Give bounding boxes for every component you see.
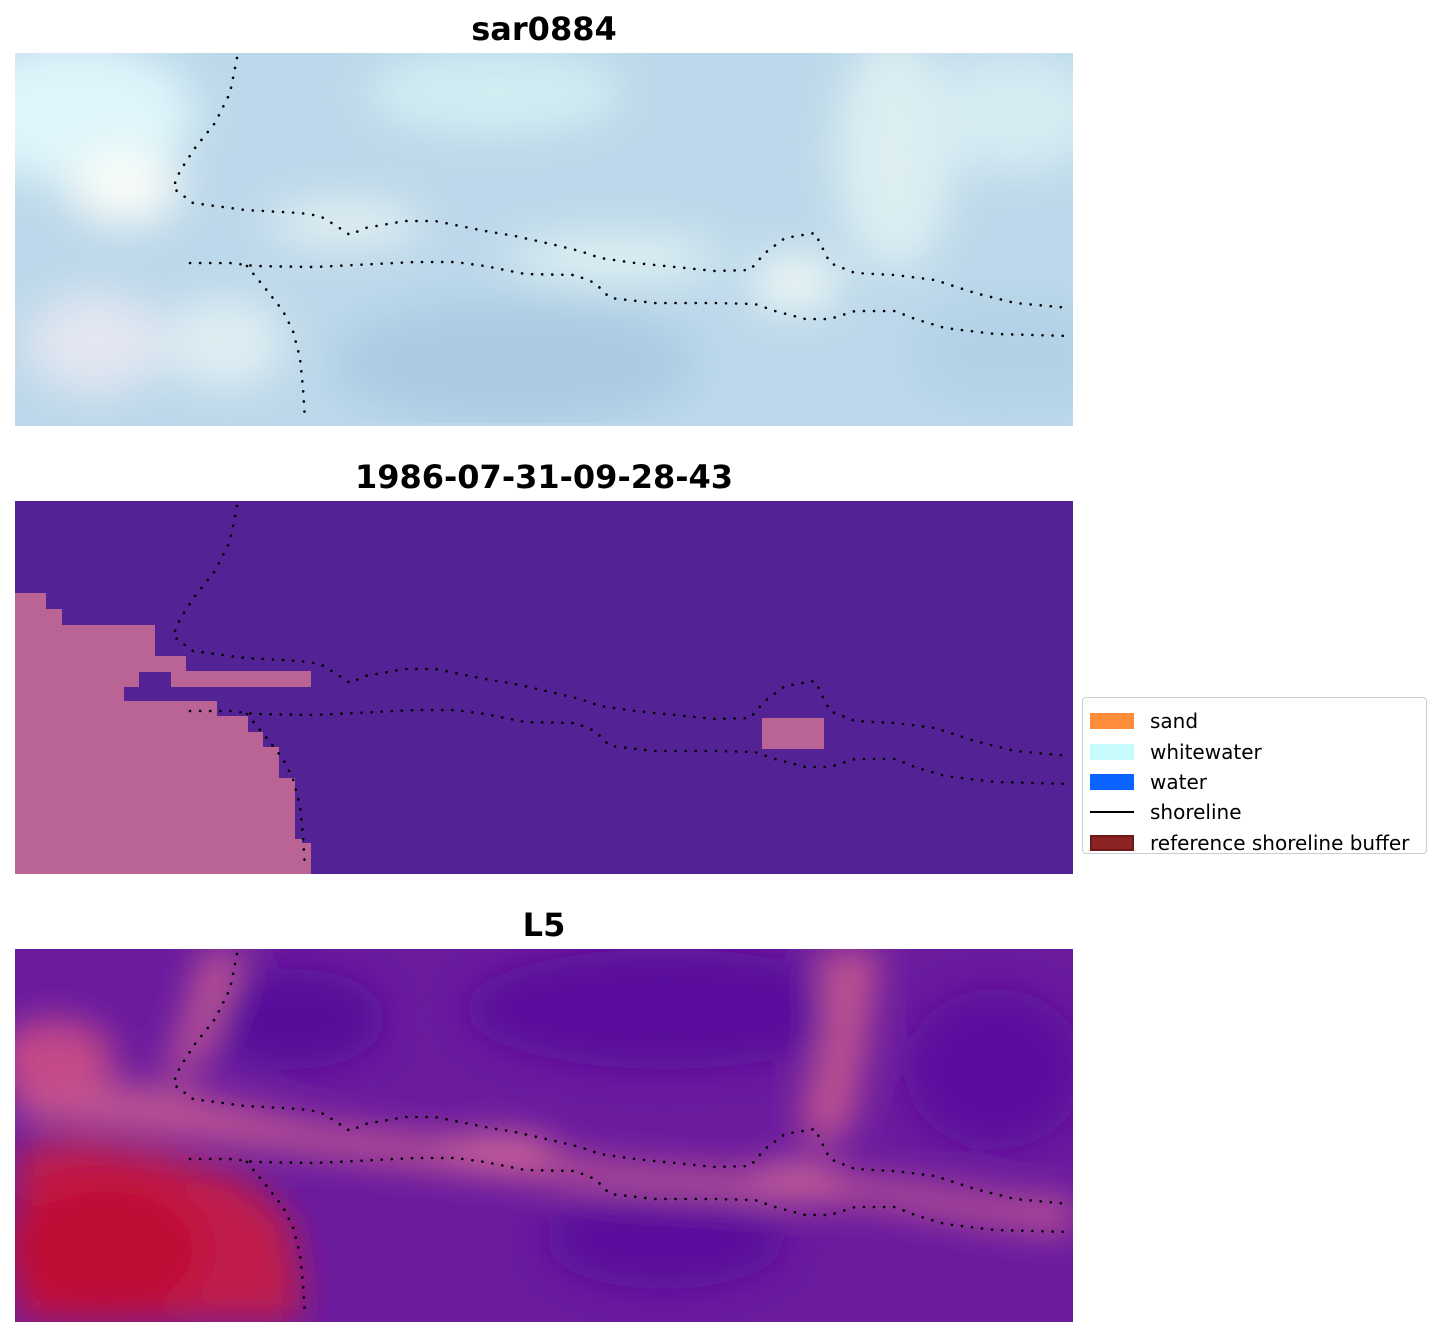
legend-item-sand: sand [1090,706,1426,736]
shoreline-dotted-lines [171,952,1072,1319]
legend-swatch-water [1090,773,1134,790]
legend-label-shoreline: shoreline [1150,800,1242,825]
legend: sand whitewater water shoreline referenc… [1082,697,1427,855]
panel-title-date: 1986-07-31-09-28-43 [354,458,734,496]
legend-label-water: water [1150,769,1207,794]
shoreline-dotted-lines [171,504,1072,871]
legend-item-shoreline: shoreline [1090,797,1426,827]
legend-label-whitewater: whitewater [1150,739,1262,764]
legend-label-sand: sand [1150,709,1199,734]
sar-image-panel [15,53,1073,426]
legend-swatch-shoreline [1090,811,1134,814]
legend-label-reference-buffer: reference shoreline buffer [1150,830,1410,855]
l5-image-panel [15,949,1073,1322]
panel-title-l5: L5 [522,906,566,944]
legend-swatch-sand [1090,713,1134,730]
legend-item-water: water [1090,767,1426,797]
legend-swatch-reference-buffer [1090,834,1134,851]
shoreline-dotted-lines [171,56,1072,423]
legend-item-whitewater: whitewater [1090,736,1426,766]
panel-title-sar: sar0884 [471,10,617,48]
classification-image-panel [15,501,1073,874]
land-class-region [15,593,824,874]
legend-swatch-whitewater [1090,743,1134,760]
legend-item-reference-buffer: reference shoreline buffer [1090,828,1426,858]
